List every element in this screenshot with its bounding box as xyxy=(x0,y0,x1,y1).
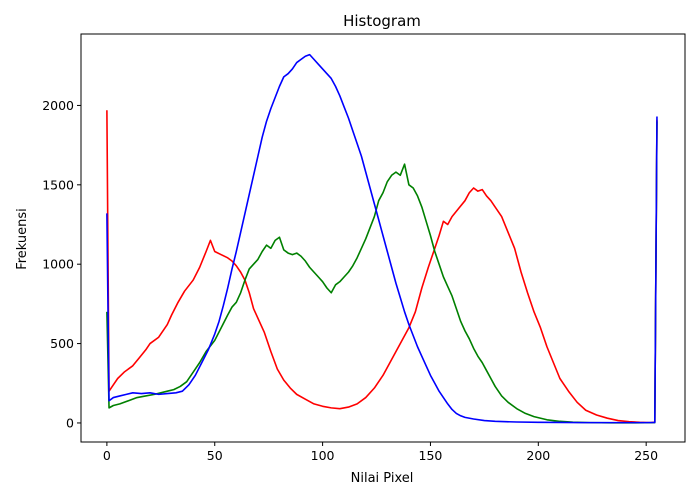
plot-lines xyxy=(106,53,658,424)
y-axis-label: Frekuensi xyxy=(15,208,30,270)
series-line-0 xyxy=(106,110,658,424)
x-tick-label: 100 xyxy=(311,448,335,463)
y-tick-label: 500 xyxy=(50,336,74,351)
x-axis-label: Nilai Pixel xyxy=(351,471,414,486)
y-tick-label: 0 xyxy=(66,415,74,430)
y-tick-label: 2000 xyxy=(42,98,74,113)
series-line-2 xyxy=(106,53,658,424)
y-axis-ticks: 0 500 1000 1500 2000 xyxy=(42,98,81,430)
x-tick-label: 0 xyxy=(103,448,111,463)
chart-title: Histogram xyxy=(343,12,421,30)
x-tick-label: 250 xyxy=(634,448,658,463)
x-axis-ticks: 0 50 100 150 200 250 xyxy=(103,442,658,463)
x-tick-label: 150 xyxy=(419,448,443,463)
x-tick-label: 50 xyxy=(207,448,223,463)
y-tick-label: 1500 xyxy=(42,177,74,192)
x-tick-label: 200 xyxy=(526,448,550,463)
y-tick-label: 1000 xyxy=(42,257,74,272)
plot-frame xyxy=(80,33,686,443)
